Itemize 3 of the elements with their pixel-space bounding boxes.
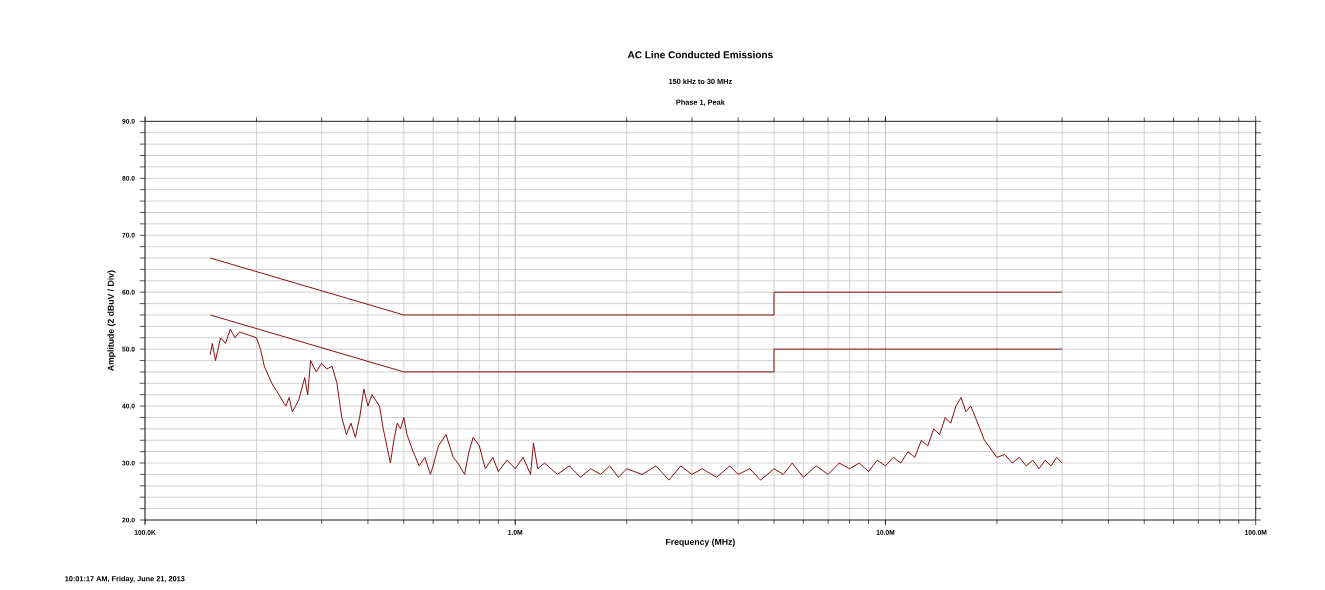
x-axis-title: Frequency (MHz) [666, 538, 735, 547]
y-axis-title: Amplitude (2 dBuV / Div) [107, 270, 116, 372]
chart-title: AC Line Conducted Emissions [627, 51, 773, 59]
